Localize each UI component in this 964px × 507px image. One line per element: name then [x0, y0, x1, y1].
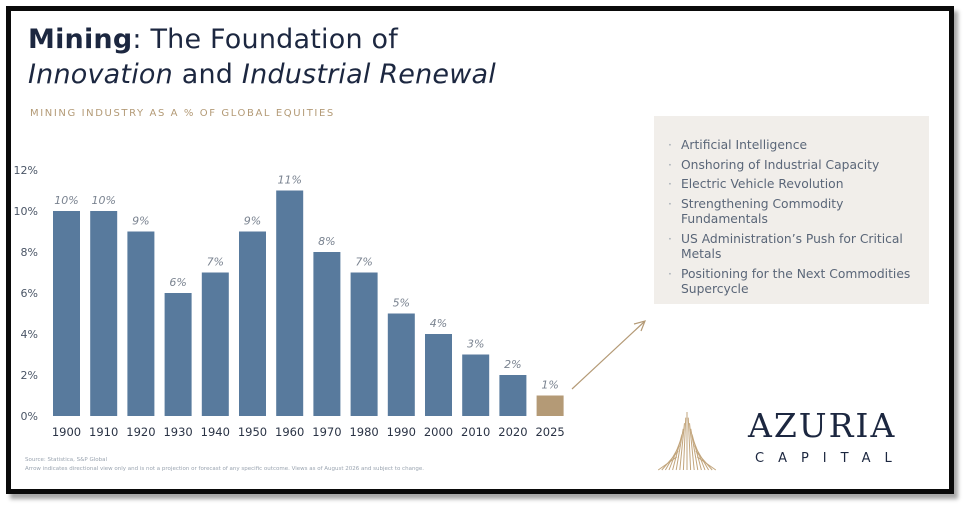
driver-item: Artificial Intelligence: [668, 138, 919, 154]
driver-item: Electric Vehicle Revolution: [668, 177, 919, 193]
bar: [164, 293, 192, 416]
data-label: 1%: [541, 379, 558, 392]
bar: [90, 211, 118, 416]
logo-sub: CAPITAL: [755, 451, 906, 466]
bar: [387, 313, 415, 416]
title-mid: and: [172, 59, 242, 90]
y-tick-label: 2%: [21, 369, 38, 382]
x-tick-label: 1910: [89, 425, 118, 439]
bar: [201, 272, 229, 416]
bar: [499, 375, 527, 416]
data-label: 3%: [467, 338, 484, 351]
data-label: 4%: [430, 317, 447, 330]
y-tick-label: 6%: [21, 287, 38, 300]
data-label: 8%: [318, 235, 335, 248]
y-tick-label: 10%: [14, 205, 38, 218]
x-tick-label: 1900: [52, 425, 81, 439]
bar: [350, 272, 378, 416]
drivers-panel: Artificial Intelligence Onshoring of Ind…: [654, 116, 929, 304]
x-tick-label: 2025: [535, 425, 564, 439]
title-italic-2: Industrial Renewal: [241, 59, 496, 90]
data-label: 10%: [91, 194, 115, 207]
data-label: 5%: [393, 297, 410, 310]
data-label: 11%: [277, 174, 301, 187]
y-tick-label: 0%: [21, 410, 38, 423]
x-tick-label: 2000: [424, 425, 453, 439]
x-tick-label: 2020: [498, 425, 527, 439]
slide-title: Mining: The Foundation of Innovation and…: [28, 22, 496, 92]
data-label: 10%: [54, 194, 78, 207]
y-tick-label: 8%: [21, 246, 38, 259]
driver-item: US Administration’s Push for Critical Me…: [668, 232, 919, 263]
bar: [313, 252, 341, 416]
trend-arrow-icon: [571, 320, 647, 390]
x-tick-label: 1950: [238, 425, 267, 439]
y-tick-label: 4%: [21, 328, 38, 341]
data-label: 9%: [132, 215, 149, 228]
title-bold: Mining: [28, 24, 133, 55]
x-tick-label: 1960: [275, 425, 304, 439]
driver-item: Positioning for the Next Commodities Sup…: [668, 267, 919, 298]
bar: [276, 190, 304, 416]
bar: [127, 231, 155, 416]
x-tick-label: 2010: [461, 425, 490, 439]
data-label: 7%: [355, 256, 372, 269]
bar: [425, 334, 452, 416]
data-labels: 10% 10% 9% 6% 7% 9% 11% 8% 7% 5% 4% 3% 2% 1%: [54, 174, 559, 392]
x-tick-label: 1980: [349, 425, 378, 439]
disclaimer-note: Arrow indicates directional view only an…: [25, 466, 425, 472]
bar: [239, 231, 266, 416]
bar: [536, 395, 564, 416]
footnote: Source: Statistica, S&P Global Arrow ind…: [25, 456, 424, 474]
chart-subtitle: MINING INDUSTRY AS A % OF GLOBAL EQUITIE…: [30, 108, 335, 119]
data-label: 7%: [207, 256, 224, 269]
driver-item: Strengthening Commodity Fundamentals: [668, 197, 919, 228]
x-tick-label: 1930: [163, 425, 192, 439]
x-tick-label: 1920: [126, 425, 155, 439]
data-label: 9%: [244, 215, 261, 228]
logo-mark-icon: [657, 412, 717, 471]
data-label: 6%: [169, 276, 186, 289]
x-axis: 1900 1910 1920 1930 1940 1950 1960 1970 1980 1990…: [52, 425, 565, 439]
driver-item: Onshoring of Industrial Capacity: [668, 158, 919, 174]
bar: [53, 211, 80, 416]
x-tick-label: 1970: [312, 425, 341, 439]
title-rest: : The Foundation of: [132, 24, 398, 55]
bar: [462, 354, 490, 416]
x-tick-label: 1940: [201, 425, 230, 439]
bars: [53, 190, 564, 416]
source-note: Source: Statistica, S&P Global: [25, 457, 108, 463]
logo-name: AZURIA: [748, 406, 897, 445]
x-tick-label: 1990: [387, 425, 416, 439]
title-italic-1: Innovation: [28, 59, 173, 90]
data-label: 2%: [504, 358, 521, 371]
y-axis: 0% 2% 4% 6% 8% 10% 12%: [14, 164, 38, 423]
y-tick-label: 12%: [14, 164, 38, 177]
